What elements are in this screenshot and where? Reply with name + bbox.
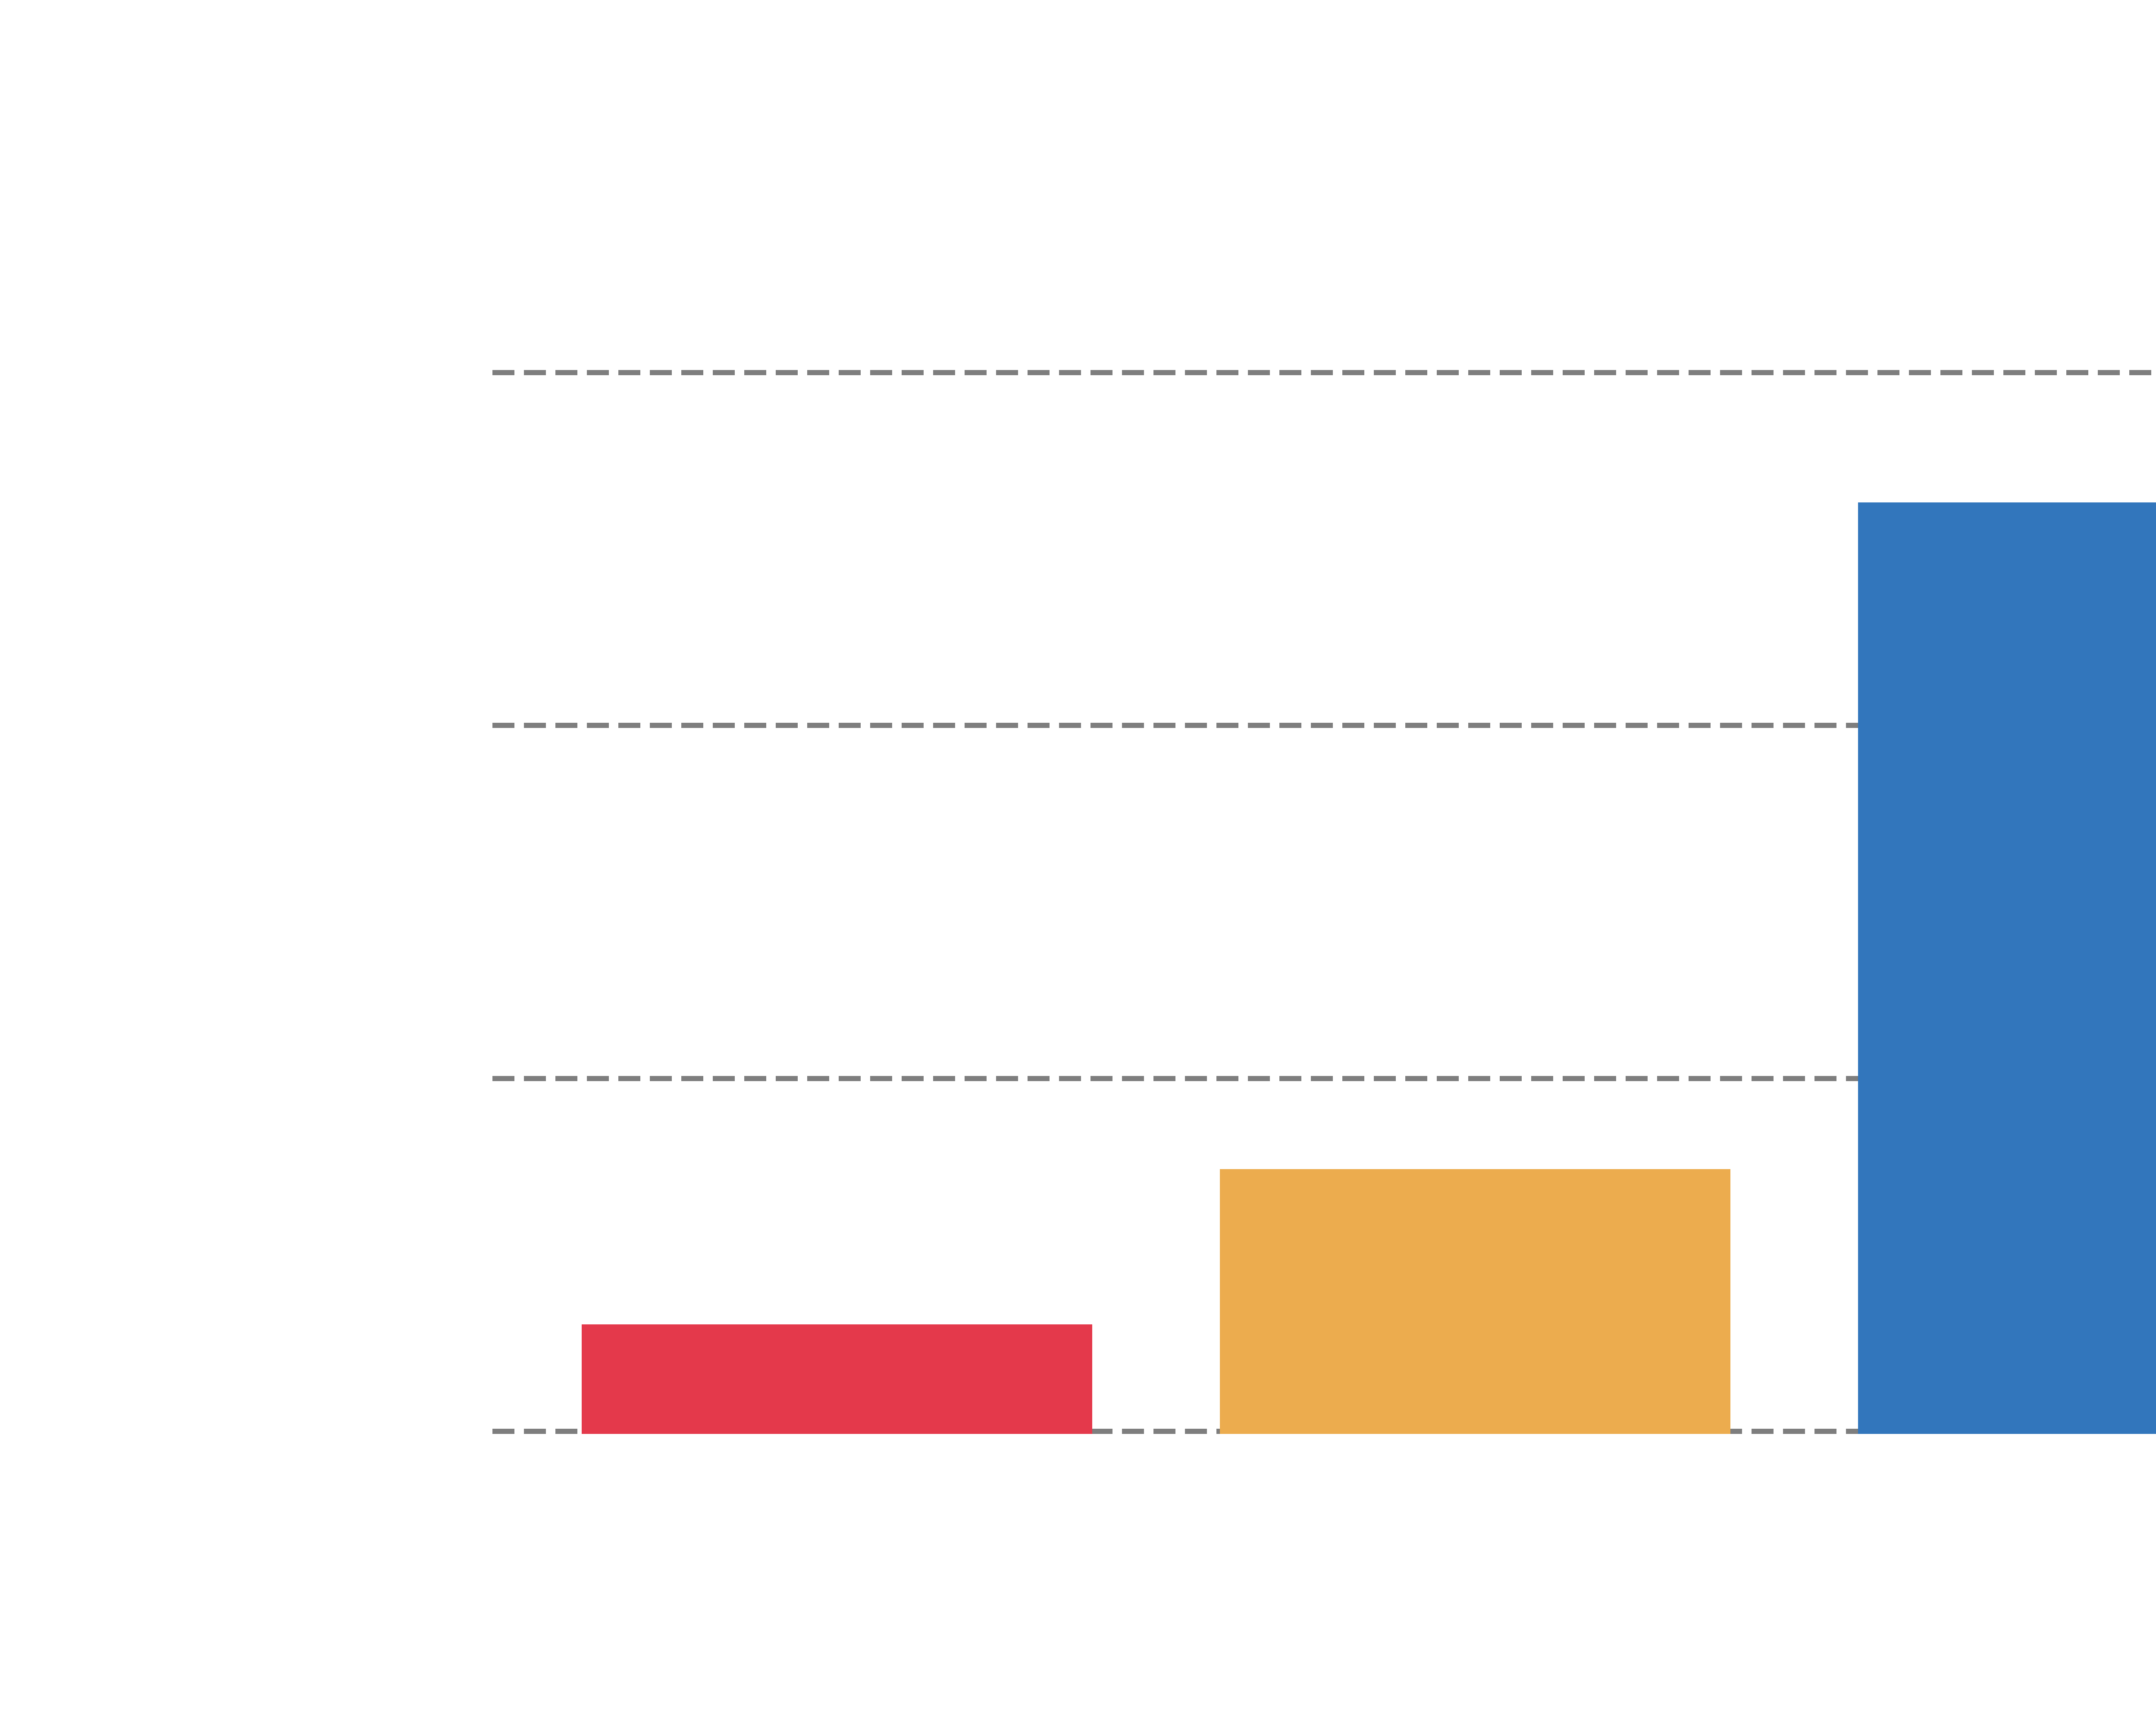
gridline-3 bbox=[492, 370, 2156, 376]
gridline-1 bbox=[492, 1076, 2156, 1081]
bar-1 bbox=[582, 1324, 1092, 1434]
gridline-2 bbox=[492, 723, 2156, 728]
bar-3 bbox=[1858, 502, 2156, 1434]
bar-2 bbox=[1220, 1169, 1730, 1434]
